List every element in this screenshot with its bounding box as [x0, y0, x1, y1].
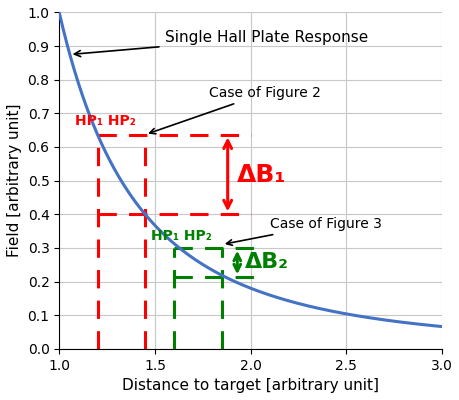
Text: HP₁ HP₂: HP₁ HP₂ — [151, 229, 212, 243]
Text: Single Hall Plate Response: Single Hall Plate Response — [74, 30, 367, 57]
Text: Case of Figure 3: Case of Figure 3 — [226, 217, 381, 245]
Text: ΔB₁: ΔB₁ — [237, 162, 286, 186]
Text: HP₁ HP₂: HP₁ HP₂ — [75, 114, 136, 128]
Text: Case of Figure 2: Case of Figure 2 — [150, 86, 320, 134]
Y-axis label: Field [arbitrary unit]: Field [arbitrary unit] — [7, 104, 22, 257]
Text: ΔB₂: ΔB₂ — [244, 252, 288, 272]
X-axis label: Distance to target [arbitrary unit]: Distance to target [arbitrary unit] — [122, 378, 378, 393]
